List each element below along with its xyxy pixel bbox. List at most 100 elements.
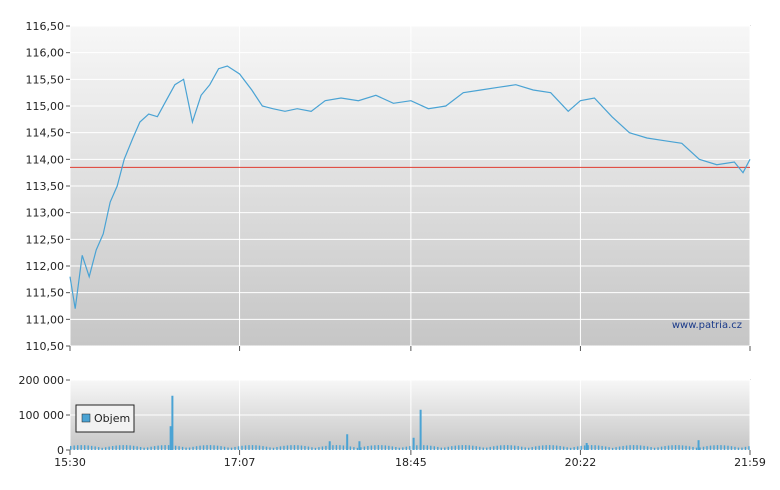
volume-bar [339,445,341,450]
volume-bar [192,446,194,450]
volume-bar [335,445,338,450]
volume-bar [489,446,491,450]
volume-bar [90,445,93,450]
volume-bar [650,447,652,450]
volume-bar [601,445,603,450]
volume-bar [597,445,600,450]
volume-bar [678,445,680,450]
volume-bar [741,447,743,450]
volume-bar [164,445,166,450]
price-tick-label: 114,00 [26,153,65,166]
volume-bar [146,447,149,450]
legend-box [75,404,135,433]
volume-bar [569,447,572,450]
volume-bar [451,446,453,450]
volume-bar [440,447,442,450]
volume-bar [472,445,474,450]
volume-bar [664,446,666,450]
volume-bar [136,446,138,450]
volume-bar [709,445,712,450]
volume-bar [94,446,96,450]
volume-bar [604,446,607,450]
price-gridlines [69,25,751,347]
volume-bar [447,446,449,450]
volume-bar [517,446,519,450]
volume-bar [104,447,107,450]
volume-bar [503,445,505,450]
volume-bar [538,445,540,450]
volume-bar [125,445,128,450]
volume-bar [209,445,212,450]
volume-bar [629,445,631,450]
volume-bar [395,447,397,450]
volume-bar [636,445,638,450]
volume-bar [101,447,103,450]
x-tick-label: 15:30 [54,456,86,469]
volume-bar [541,445,544,450]
volume-bar [234,446,236,450]
volume-bar [244,445,247,450]
volume-bar [265,446,268,450]
volume-bars [70,395,750,450]
volume-bar [258,445,261,450]
volume-bar [377,445,380,450]
price-tick-label: 111,00 [26,313,65,326]
volume-bar [611,447,614,450]
price-tick-label: 110,50 [26,340,65,353]
volume-bar [185,447,187,450]
volume-bar [381,445,383,450]
volume-bar [160,445,163,450]
volume-bar [269,447,271,450]
volume-bar [681,445,684,450]
volume-bar [576,446,579,450]
volume-bar [150,446,152,450]
volume-bar [720,445,722,450]
price-tick-label: 111,50 [26,287,65,300]
volume-bar [458,445,460,450]
volume-bar [748,446,750,450]
volume-bar [475,446,477,450]
volume-bar [496,445,498,450]
x-tick-label: 20:22 [565,456,597,469]
volume-bar [279,446,282,450]
price-tick-label: 112,50 [26,233,65,246]
price-tick-label: 113,00 [26,207,65,220]
price-tick-label: 116,00 [26,47,65,60]
volume-bar [615,447,617,450]
volume-bar [311,447,313,450]
volume-bar [358,441,361,450]
volume-bar [370,445,373,450]
volume-bar [349,446,352,450]
price-y-axis: 110,50 111,00 111,50 112,00 112,50 113,00 113,… [26,20,70,353]
volume-bar [524,447,526,450]
price-tick-label: 113,50 [26,180,65,193]
volume-bar [241,445,243,450]
price-series-line [69,65,751,309]
volume-bar [465,445,467,450]
volume-bar [625,445,628,450]
volume-bar [213,445,215,450]
volume-bar [216,445,219,450]
price-tick-label: 112,00 [26,260,65,273]
volume-bar [346,434,349,450]
volume-bar [97,447,100,450]
volume-bar [622,445,624,450]
volume-bar [566,447,568,450]
volume-bar [143,447,145,450]
volume-bar [332,445,334,450]
volume-bar [199,445,201,450]
volume-bar [178,446,180,450]
volume-bar [716,445,719,450]
volume-bar [384,445,387,450]
volume-bar [562,446,565,450]
volume-bar [272,447,275,450]
volume-bar [353,447,355,450]
volume-bar [325,445,327,450]
volume-bar [697,440,700,450]
volume-bar [653,447,656,450]
volume-bar [521,446,523,450]
volume-bar [573,447,575,450]
volume-y-axis: 0 100 000 200 000 [19,374,70,457]
volume-bar [531,446,533,450]
volume-bar [286,445,289,450]
